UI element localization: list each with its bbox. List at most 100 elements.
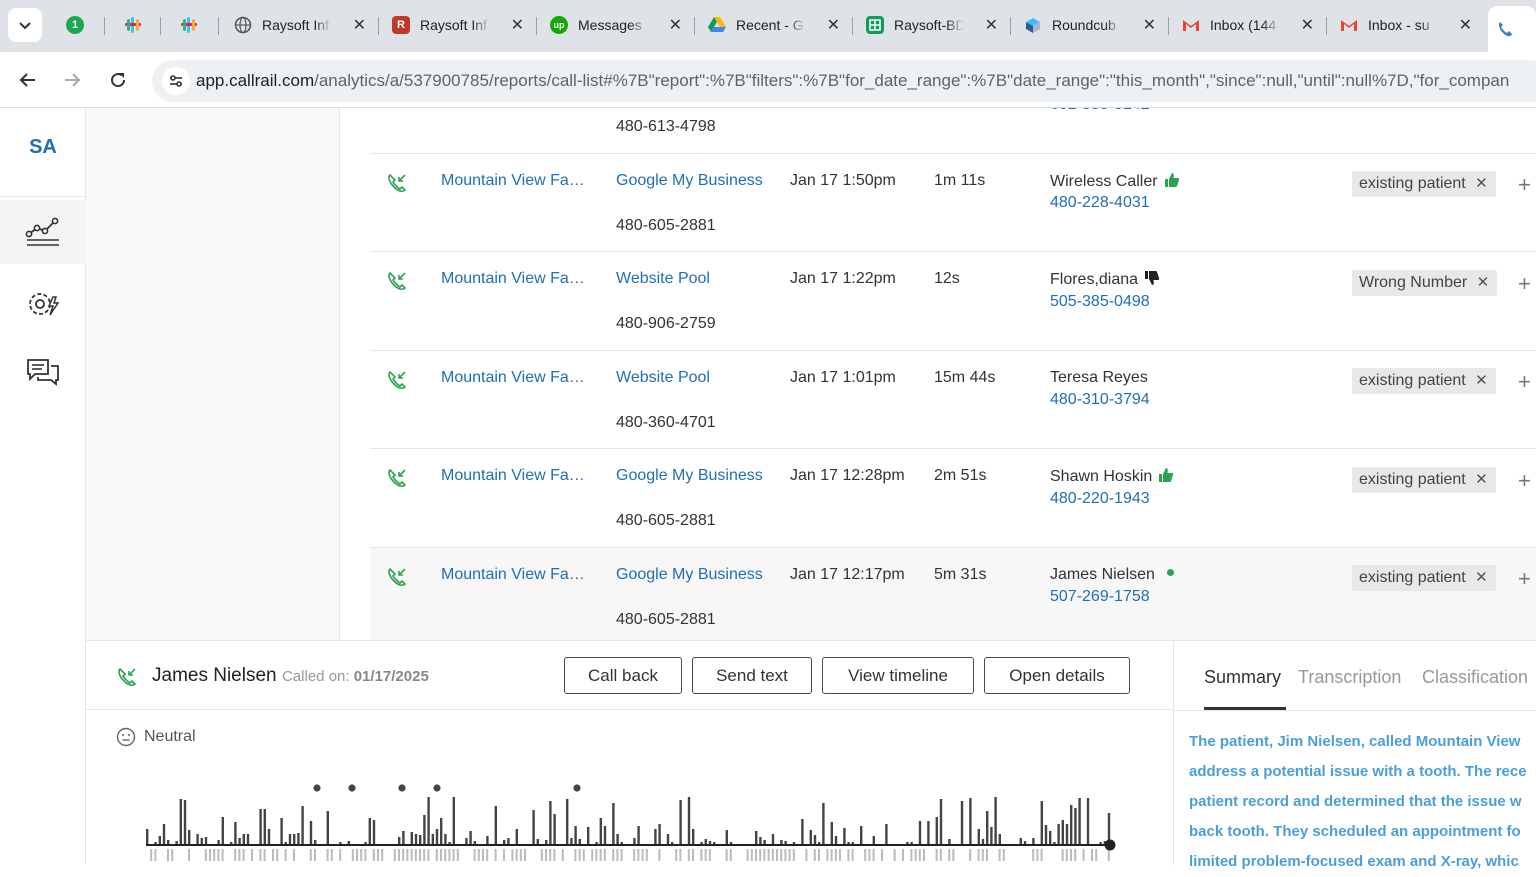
account-logo[interactable]: SA xyxy=(29,136,57,158)
add-tag-button[interactable]: + xyxy=(1518,468,1531,493)
waveform-marker[interactable] xyxy=(573,784,581,792)
tab-label: Roundcub xyxy=(1052,17,1116,33)
close-icon[interactable]: ✕ xyxy=(1458,17,1472,34)
call-tag[interactable]: existing patient ✕ xyxy=(1352,565,1496,591)
site-info-button[interactable] xyxy=(162,67,190,95)
waveform-bar-channel2 xyxy=(549,849,552,861)
waveform-marker[interactable] xyxy=(398,784,406,792)
add-tag-button[interactable]: + xyxy=(1518,172,1531,197)
tab-google-drive[interactable]: Recent - G ✕ xyxy=(700,8,850,42)
caller-name-text: Shawn Hoskin xyxy=(1050,468,1153,485)
table-row[interactable]: Mountain View Fa… Website Pool 480-906-2… xyxy=(370,251,1536,349)
company-link[interactable]: Mountain View Fa… xyxy=(441,172,585,189)
source-link[interactable]: Google My Business xyxy=(616,566,763,583)
tab-summary[interactable]: Summary xyxy=(1204,667,1282,687)
remove-tag-icon[interactable]: ✕ xyxy=(1475,471,1488,488)
globe-icon xyxy=(234,16,252,34)
source-link[interactable]: Google My Business xyxy=(616,467,763,484)
waveform-bar xyxy=(1040,801,1043,844)
live-status-dot xyxy=(1166,569,1174,576)
remove-tag-icon[interactable]: ✕ xyxy=(1475,175,1488,192)
playhead-handle[interactable] xyxy=(1104,839,1116,851)
company-link[interactable]: Mountain View Fa… xyxy=(441,270,585,287)
caller-phone-link[interactable]: 480-228-4031 xyxy=(1050,194,1150,211)
nav-analytics[interactable] xyxy=(0,200,86,264)
source-link[interactable]: Google My Business xyxy=(616,172,763,189)
settings-automation-icon xyxy=(29,293,60,316)
table-row[interactable]: Mountain View Fa… Website Pool 480-360-4… xyxy=(370,350,1536,448)
waveform-bar xyxy=(729,842,733,844)
table-row-selected[interactable]: Mountain View Fa… Google My Business 480… xyxy=(370,547,1536,640)
close-icon[interactable]: ✕ xyxy=(510,17,524,34)
close-icon[interactable]: ✕ xyxy=(984,17,998,34)
source-link[interactable]: Website Pool xyxy=(616,270,710,287)
caller-phone-link[interactable]: 507-269-1758 xyxy=(1050,588,1150,605)
back-button[interactable] xyxy=(12,64,44,96)
send-text-button[interactable]: Send text xyxy=(692,657,812,694)
add-tag-button[interactable]: + xyxy=(1518,566,1531,591)
tab-gmail-1[interactable]: Inbox (144 ✕ xyxy=(1174,8,1324,42)
caller-phone-link[interactable]: 480-310-3794 xyxy=(1050,391,1150,408)
tab-transcription[interactable]: Transcription xyxy=(1298,667,1402,687)
table-row[interactable]: Mountain View Fa… Google My Business 480… xyxy=(370,448,1536,546)
tab-roundcube[interactable]: Roundcub ✕ xyxy=(1016,8,1166,42)
tab-1password[interactable]: 1 xyxy=(58,8,102,42)
add-tag-button[interactable]: + xyxy=(1518,271,1531,296)
add-tag-button[interactable]: + xyxy=(1518,369,1531,394)
remove-tag-icon[interactable]: ✕ xyxy=(1475,372,1488,389)
caller-phone-link[interactable]: 505-385-0498 xyxy=(1050,293,1150,310)
tab-search-button[interactable] xyxy=(8,8,42,42)
address-bar[interactable]: app.callrail.com/analytics/a/537900785/r… xyxy=(152,60,1536,102)
close-icon[interactable]: ✕ xyxy=(826,17,840,34)
waveform-bar xyxy=(725,830,728,844)
forward-button[interactable] xyxy=(56,64,88,96)
caller-phone-partial[interactable]: 602-555-0142 xyxy=(1050,108,1150,114)
remove-tag-icon[interactable]: ✕ xyxy=(1475,569,1488,586)
table-row[interactable]: Mountain View Fa… Google My Business 480… xyxy=(370,153,1536,251)
waveform-marker[interactable] xyxy=(348,784,356,792)
reload-button[interactable] xyxy=(102,64,134,96)
waveform-marker[interactable] xyxy=(433,784,441,792)
company-link[interactable]: Mountain View Fa… xyxy=(441,467,585,484)
tab-classification[interactable]: Classification xyxy=(1422,667,1529,687)
close-icon[interactable]: ✕ xyxy=(352,17,366,34)
view-timeline-button[interactable]: View timeline xyxy=(822,657,974,694)
url-host: app.callrail.com xyxy=(196,71,315,90)
tab-gmail-2[interactable]: Inbox - su ✕ xyxy=(1332,8,1482,42)
source-link[interactable]: Website Pool xyxy=(616,369,710,386)
nav-settings[interactable] xyxy=(0,272,86,336)
call-back-button[interactable]: Call back xyxy=(564,657,682,694)
url-text: app.callrail.com/analytics/a/537900785/r… xyxy=(196,71,1509,91)
tab-slack-2[interactable] xyxy=(172,8,216,42)
tab-raysoft-2[interactable]: R Raysoft Inf ✕ xyxy=(384,8,534,42)
waveform-bar xyxy=(704,839,707,844)
company-link[interactable]: Mountain View Fa… xyxy=(441,369,585,386)
call-tag[interactable]: Wrong Number ✕ xyxy=(1352,270,1498,296)
sentiment-indicator: Neutral xyxy=(116,727,196,747)
caller-phone-link[interactable]: 480-220-1943 xyxy=(1050,490,1150,507)
tab-raysoft-bd[interactable]: Raysoft-BD ✕ xyxy=(858,8,1008,42)
call-audio-waveform[interactable] xyxy=(142,771,1122,865)
company-link[interactable]: Mountain View Fa… xyxy=(441,566,585,583)
nav-conversations[interactable] xyxy=(0,340,86,404)
close-icon[interactable]: ✕ xyxy=(1142,17,1156,34)
tab-slack-1[interactable] xyxy=(116,8,160,42)
waveform-bar-channel2 xyxy=(1032,849,1035,861)
close-icon[interactable]: ✕ xyxy=(1300,17,1314,34)
caller-name: Flores,diana xyxy=(1050,270,1160,291)
waveform-bar xyxy=(1086,798,1090,844)
waveform-bar xyxy=(612,803,615,844)
waveform-marker[interactable] xyxy=(313,784,321,792)
tab-callrail-active[interactable] xyxy=(1488,6,1536,52)
waveform-bar-channel2 xyxy=(188,849,190,861)
tab-raysoft-1[interactable]: Raysoft Inf ✕ xyxy=(226,8,376,42)
close-icon[interactable]: ✕ xyxy=(668,17,682,34)
remove-tag-icon[interactable]: ✕ xyxy=(1476,274,1490,291)
open-details-button[interactable]: Open details xyxy=(984,657,1130,694)
tab-messages[interactable]: up Messages ✕ xyxy=(542,8,692,42)
call-tag[interactable]: existing patient ✕ xyxy=(1352,171,1496,197)
upwork-icon: up xyxy=(550,16,568,34)
call-tag[interactable]: existing patient ✕ xyxy=(1352,368,1496,394)
waveform-bar xyxy=(448,842,451,844)
call-tag[interactable]: existing patient ✕ xyxy=(1352,467,1496,493)
